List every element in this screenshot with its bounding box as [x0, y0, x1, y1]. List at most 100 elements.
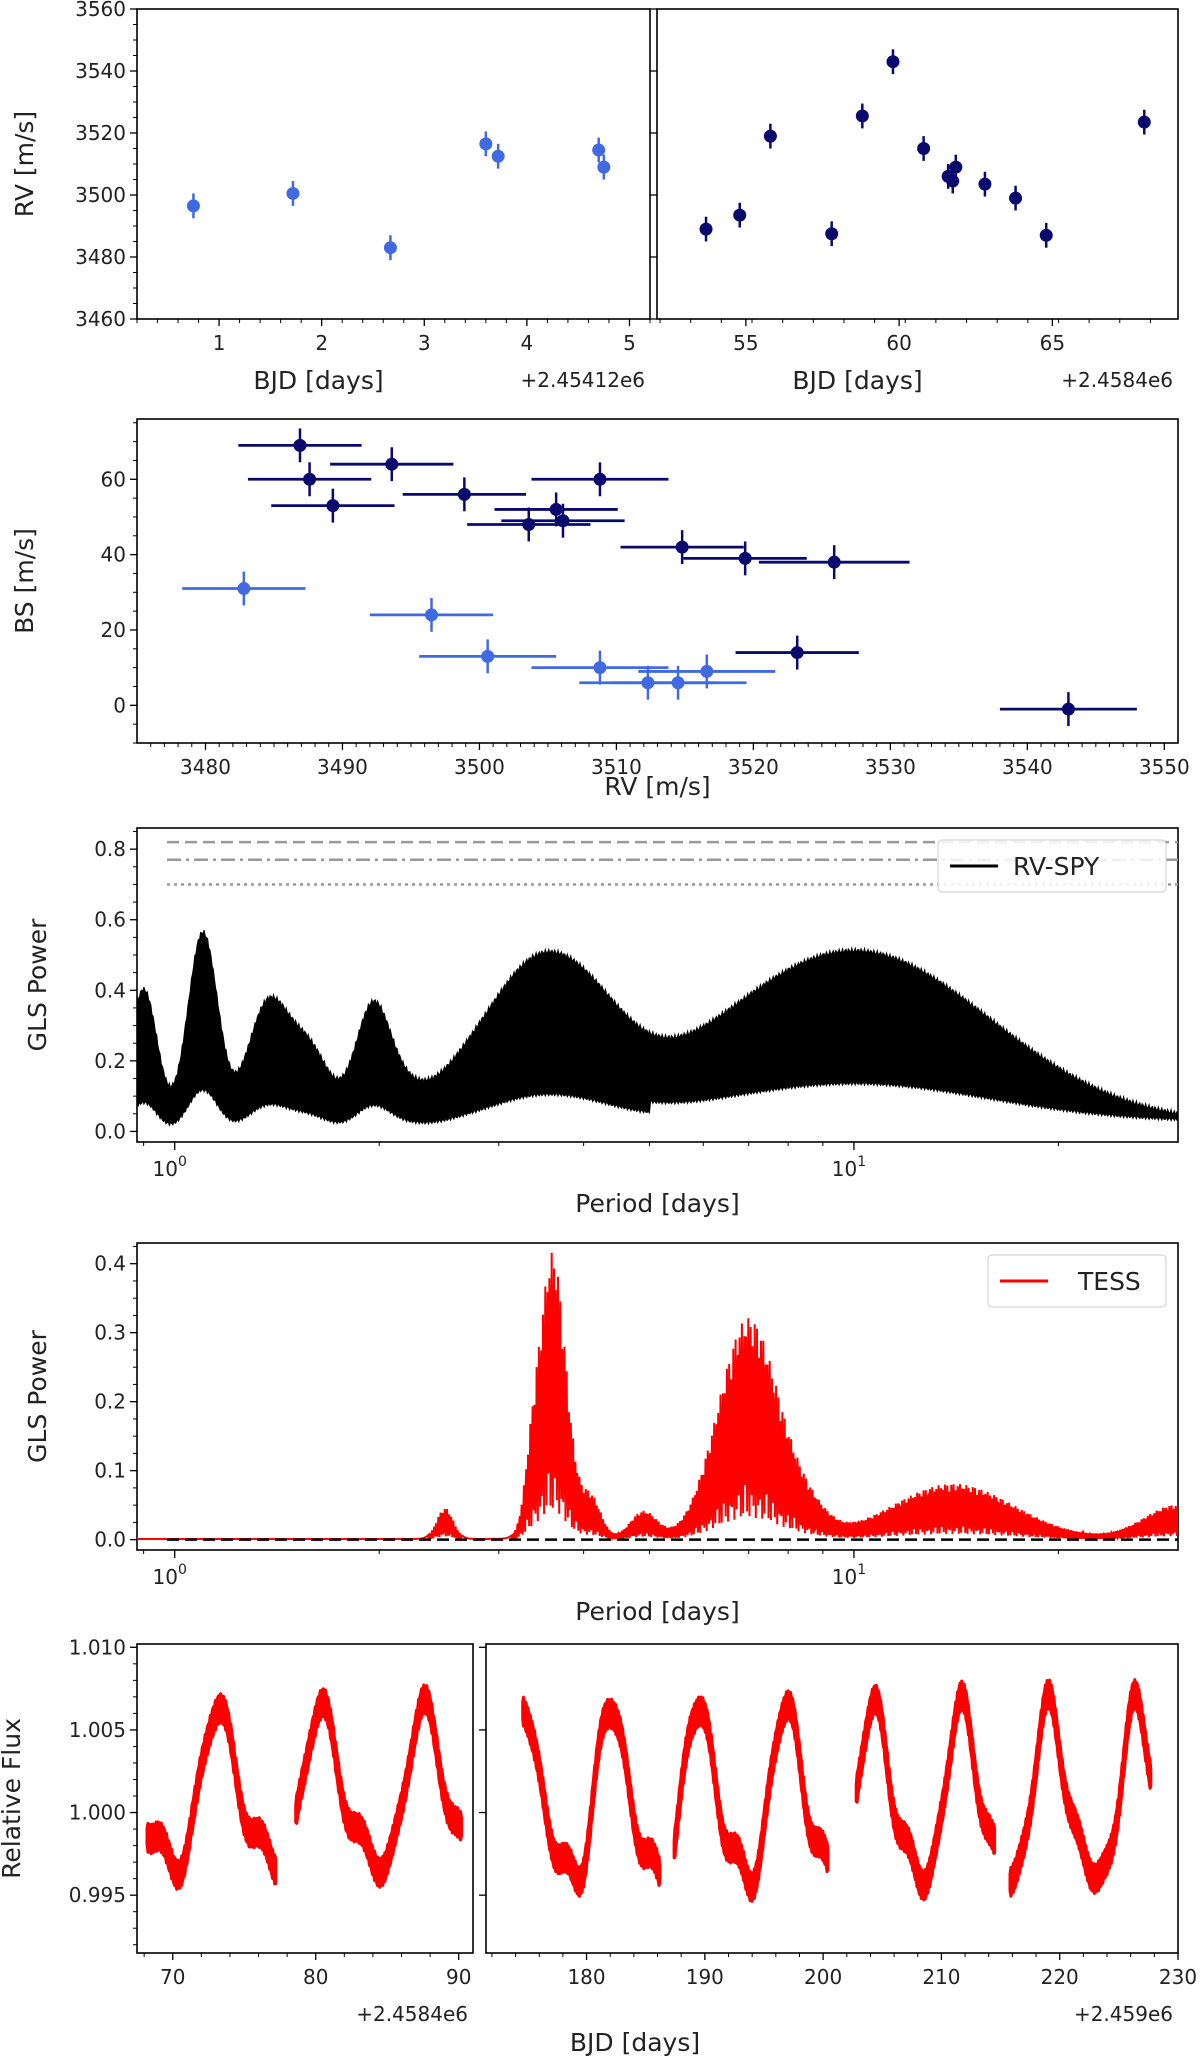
plot-frame	[656, 8, 1179, 320]
x-offset-label: +2.4584e6	[1061, 368, 1173, 392]
data-point	[978, 177, 992, 191]
x-tick-label: 3500	[454, 755, 505, 779]
x-tick-label: 3540	[1002, 755, 1053, 779]
plot-frame	[136, 827, 1179, 1143]
x-tick-label: 100	[153, 1154, 187, 1181]
x-tick-label: 3550	[1139, 755, 1190, 779]
data-point	[383, 241, 397, 255]
plot-frame	[136, 418, 1179, 744]
legend: TESS	[987, 1254, 1167, 1308]
data-point	[763, 129, 777, 143]
y-axis-label: Relative Flux	[0, 1718, 26, 1879]
y-tick-label: 40	[101, 543, 126, 567]
y-tick-label: 0	[113, 693, 126, 717]
y-tick-label: 0.2	[94, 1390, 126, 1414]
x-tick-label: 4	[521, 331, 534, 355]
x-axis-label: Period [days]	[575, 1597, 739, 1626]
y-tick-label: 0.2	[94, 1049, 126, 1073]
y-tick-label: 0.4	[94, 978, 126, 1002]
data-point	[592, 143, 606, 157]
data-point	[424, 608, 438, 622]
x-tick-label: 55	[733, 331, 758, 355]
x-tick-label: 101	[832, 1562, 866, 1589]
plot-frame	[136, 8, 651, 320]
y-tick-label: 20	[101, 618, 126, 642]
rv-right-panel: 55 60 65 BJD [days] +2.4584e6	[650, 8, 1179, 395]
data-point	[186, 199, 200, 213]
data-point	[675, 540, 689, 554]
data-point	[699, 222, 713, 236]
x-offset-label: +2.45412e6	[521, 368, 646, 392]
tick-exponent: 1	[857, 1562, 866, 1578]
y-tick-label: 0.0	[94, 1119, 126, 1143]
data-point	[237, 582, 251, 596]
bs-vs-rv-panel: 0 20 40 60 3480 3490 3500 3510 3520 3530 3540 3550 R…	[10, 418, 1190, 801]
x-offset-label: +2.459e6	[1074, 2002, 1173, 2026]
x-tick-label: 60	[886, 331, 911, 355]
y-tick-label: 3540	[75, 59, 126, 83]
y-tick-label: 1.005	[69, 1718, 126, 1742]
data-point	[733, 208, 747, 222]
data-point	[479, 137, 493, 151]
y-axis-label: GLS Power	[23, 1329, 52, 1462]
lightcurve-left-panel: 0.995 1.000 1.005 1.010 70 80 90 +2.4584e6 Relat…	[0, 1635, 474, 2026]
data-point	[597, 160, 611, 174]
y-tick-label: 3480	[75, 245, 126, 269]
y-tick-label: 1.000	[69, 1801, 126, 1825]
x-tick-label: 230	[1159, 1965, 1197, 1989]
y-tick-label: 3560	[75, 0, 126, 21]
legend-box	[937, 839, 1167, 893]
data-point	[491, 149, 505, 163]
x-tick-label: 220	[1041, 1965, 1079, 1989]
lightcurve-segment	[145, 1692, 278, 1891]
x-tick-label: 200	[804, 1965, 842, 1989]
gls-rv-band	[137, 929, 1178, 1127]
tick-exponent: 0	[178, 1154, 187, 1170]
data-point	[946, 174, 960, 188]
data-point	[1061, 702, 1075, 716]
data-point	[385, 457, 399, 471]
lightcurve-segment	[672, 1689, 830, 1903]
data-point	[457, 487, 471, 501]
plot-frame	[136, 1643, 474, 1954]
legend: RV-SPY	[937, 839, 1167, 893]
plot-frame	[485, 1643, 1179, 1954]
data-point	[790, 646, 804, 660]
x-tick-label: 190	[686, 1965, 724, 1989]
data-point	[827, 555, 841, 569]
x-tick-label: 3530	[865, 755, 916, 779]
x-tick-label: 2	[315, 331, 328, 355]
y-tick-label: 3500	[75, 183, 126, 207]
x-tick-label: 100	[153, 1562, 187, 1589]
data-point	[481, 649, 495, 663]
x-tick-label: 90	[446, 1965, 471, 1989]
x-tick-label: 65	[1040, 331, 1065, 355]
data-point	[738, 551, 752, 565]
y-tick-label: 0.995	[69, 1883, 126, 1907]
lightcurve-segment	[1008, 1678, 1153, 1898]
legend-label: RV-SPY	[1013, 852, 1100, 881]
data-point	[556, 514, 570, 528]
x-tick-label: 3510	[591, 755, 642, 779]
lightcurve-right-panel: 180 190 200 210 220 230 +2.459e6 BJD [days]	[479, 1643, 1197, 2057]
data-point	[949, 160, 963, 174]
y-tick-label: 3460	[75, 307, 126, 331]
data-point	[593, 472, 607, 486]
tick-exponent: 1	[857, 1154, 866, 1170]
data-point	[286, 186, 300, 200]
x-tick-label: 5	[623, 331, 636, 355]
data-point	[671, 676, 685, 690]
data-point	[593, 661, 607, 675]
data-point	[293, 438, 307, 452]
tick-exponent: 0	[178, 1562, 187, 1578]
x-tick-label: 1	[213, 331, 226, 355]
x-axis-label: BJD [days]	[792, 366, 922, 395]
data-point	[825, 227, 839, 241]
y-tick-label: 0.4	[94, 1252, 126, 1276]
lightcurve-segment	[854, 1679, 997, 1902]
data-point	[326, 499, 340, 513]
lightcurve-segment	[294, 1683, 464, 1889]
